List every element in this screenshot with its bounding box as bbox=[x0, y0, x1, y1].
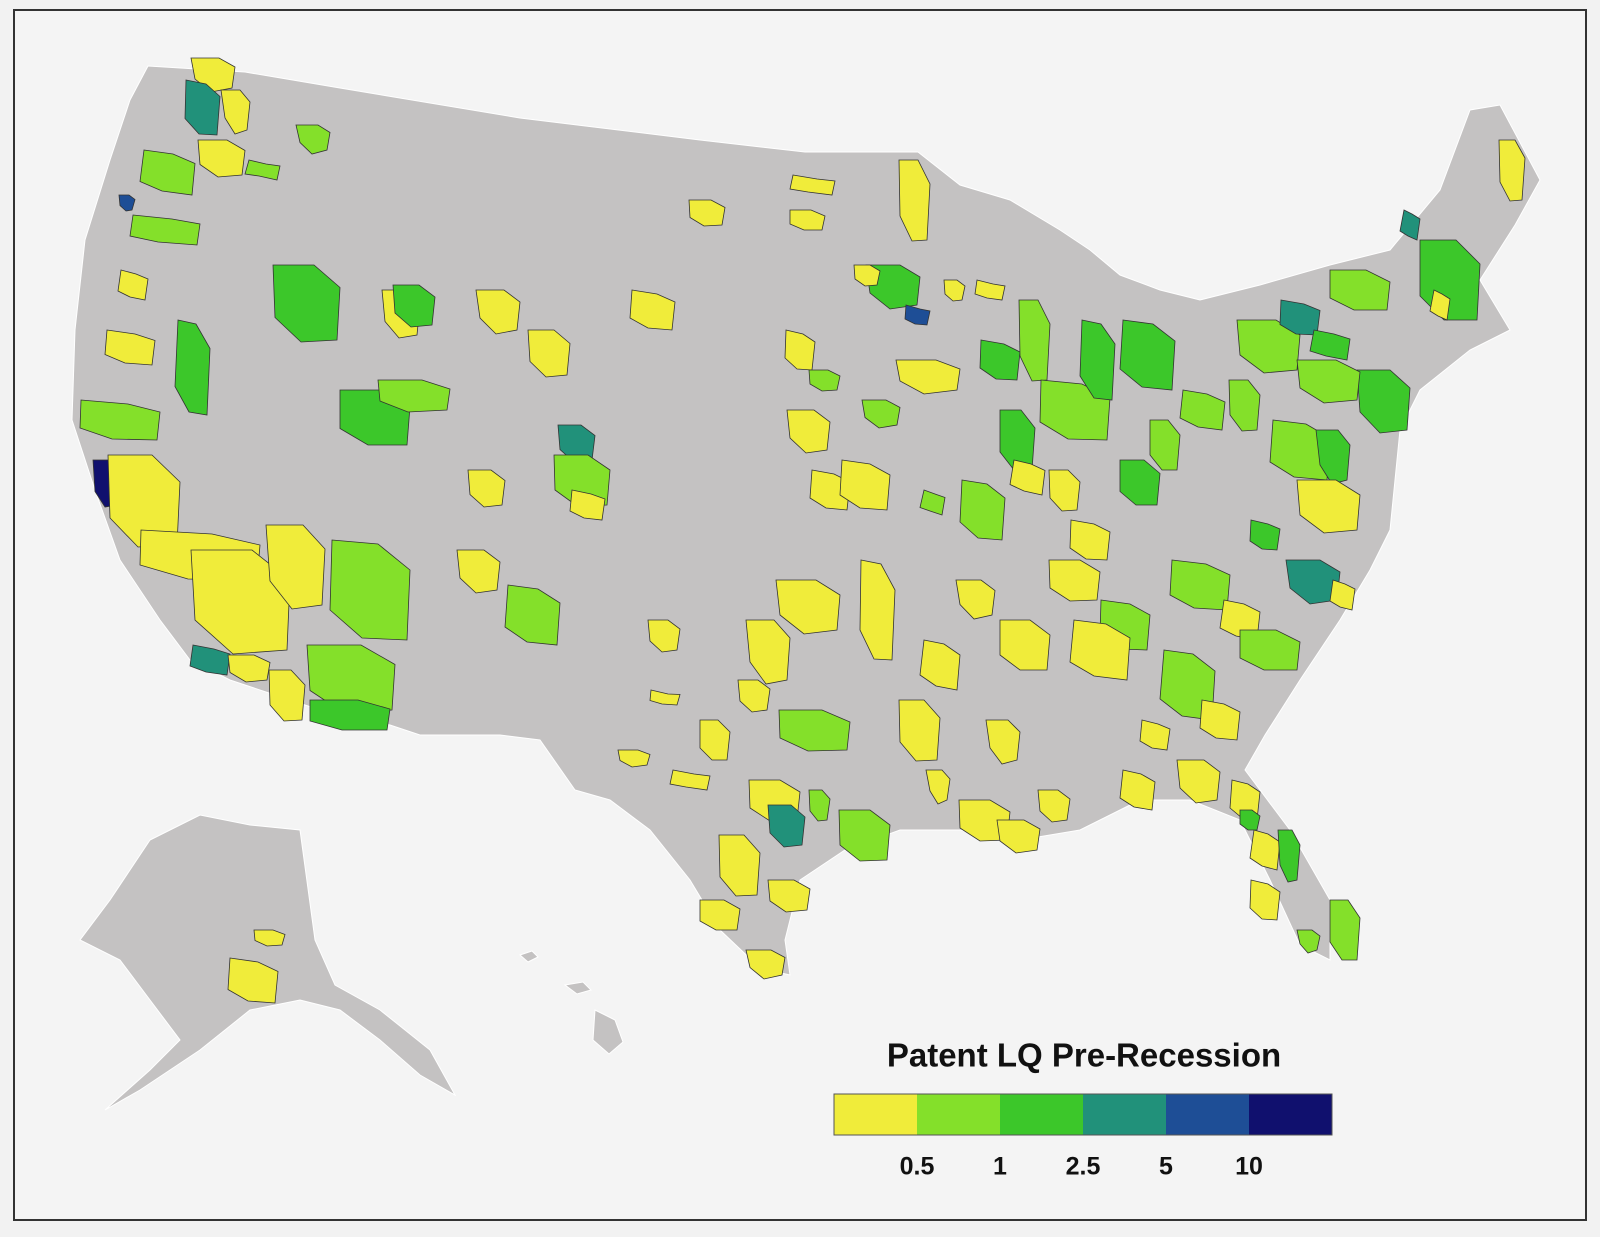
legend-break-label: 1 bbox=[993, 1153, 1007, 1181]
legend-swatch bbox=[1083, 1094, 1166, 1135]
legend-break-label: 0.5 bbox=[900, 1153, 935, 1181]
legend-break-label: 10 bbox=[1235, 1153, 1263, 1181]
page: Patent LQ Pre-Recession 0.512.5510 (() =… bbox=[0, 0, 1600, 1237]
legend-swatch bbox=[1249, 1094, 1332, 1135]
map: Patent LQ Pre-Recession 0.5 1 2.5 5 10 bbox=[0, 0, 1600, 1237]
legend-swatch bbox=[1166, 1094, 1249, 1135]
legend-break-label: 5 bbox=[1159, 1153, 1173, 1181]
legend: Patent LQ Pre-Recession 0.5 1 2.5 5 10 bbox=[834, 1037, 1332, 1181]
legend-swatch bbox=[917, 1094, 1000, 1135]
legend-swatch bbox=[1000, 1094, 1083, 1135]
legend-break-label: 2.5 bbox=[1066, 1153, 1101, 1181]
legend-swatch bbox=[834, 1094, 917, 1135]
legend-title: Patent LQ Pre-Recession bbox=[887, 1037, 1281, 1074]
